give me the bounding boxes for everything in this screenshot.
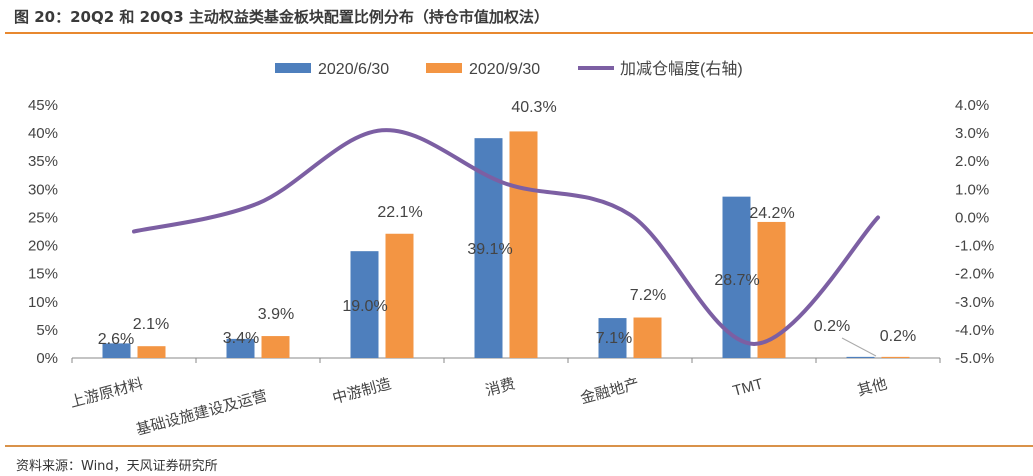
bar-2020q3: [261, 336, 290, 358]
bar-2020q2: [846, 356, 875, 358]
data-label-2020q3: 40.3%: [511, 99, 556, 116]
legend-label: 加减仓幅度(右轴): [620, 60, 743, 78]
category-label: 上游原材料: [68, 375, 145, 411]
data-label-2020q3: 7.2%: [630, 287, 666, 304]
data-label-2020q3: 2.1%: [133, 316, 169, 333]
chart: 0% 5% 10% 15% 20% 25% 30% 35% 40% 45% -5.0% -4.0% -3…: [28, 60, 994, 439]
left-axis-tick-label: 35%: [28, 153, 58, 170]
category-label: 金融地产: [579, 375, 641, 407]
category-label: 消费: [484, 375, 517, 399]
right-axis-tick-label: 3.0%: [955, 125, 989, 142]
data-label-2020q2: 28.7%: [714, 272, 759, 289]
bar-2020q3: [385, 233, 414, 358]
bar-2020q2: [226, 338, 255, 358]
right-axis-tick-label: -1.0%: [955, 238, 994, 255]
right-axis-tick-label: 4.0%: [955, 97, 989, 114]
legend-swatch: [275, 63, 311, 73]
left-axis-tick-label: 10%: [28, 294, 58, 311]
title-divider: [5, 32, 1033, 34]
bar-2020q3: [881, 356, 910, 358]
legend-label: 2020/6/30: [318, 61, 389, 78]
bar-2020q2: [350, 251, 379, 358]
data-label-2020q3: 22.1%: [377, 204, 422, 221]
category-label: 中游制造: [331, 375, 393, 407]
left-axis-tick-label: 15%: [28, 266, 58, 283]
data-label-2020q2: 0.2%: [814, 318, 850, 335]
data-label-2020q3: 0.2%: [880, 328, 916, 345]
legend-swatch: [426, 63, 462, 73]
right-axis-tick-label: -5.0%: [955, 350, 994, 367]
bar-2020q2: [102, 343, 131, 358]
right-axis-tick-label: -3.0%: [955, 294, 994, 311]
data-label-2020q3: 3.9%: [258, 306, 294, 323]
data-label-2020q2: 19.0%: [342, 298, 387, 315]
category-label: 其他: [856, 375, 889, 399]
source-note: 资料来源：Wind，天风证券研究所: [16, 459, 218, 474]
category-label: TMT: [731, 375, 765, 399]
right-axis-tick-label: -2.0%: [955, 266, 994, 283]
data-label-2020q2: 2.6%: [98, 331, 134, 348]
bar-2020q3: [137, 346, 166, 358]
bar-2020q2: [598, 318, 627, 358]
bar-2020q3: [509, 131, 538, 358]
left-axis-tick-label: 25%: [28, 209, 58, 226]
category-label: 基础设施建设及运营: [134, 387, 269, 438]
right-axis-tick-label: 0.0%: [955, 209, 989, 226]
source-divider: [5, 445, 1033, 447]
right-axis-tick-label: 1.0%: [955, 181, 989, 198]
left-axis-tick-label: 20%: [28, 238, 58, 255]
left-axis-tick-label: 0%: [36, 350, 58, 367]
data-label-leader-line: [841, 337, 877, 357]
left-axis-tick-label: 45%: [28, 97, 58, 114]
legend-label: 2020/9/30: [469, 61, 540, 78]
data-label-2020q2: 3.4%: [223, 330, 259, 347]
bar-2020q3: [633, 317, 662, 358]
data-label-2020q2: 39.1%: [467, 241, 512, 258]
line-position-change: [132, 128, 880, 346]
left-axis-tick-label: 5%: [36, 322, 58, 339]
left-axis-tick-label: 40%: [28, 125, 58, 142]
figure-title: 图 20：20Q2 和 20Q3 主动权益类基金板块配置比例分布（持仓市值加权法…: [14, 8, 549, 26]
left-axis-tick-label: 30%: [28, 181, 58, 198]
data-label-2020q3: 24.2%: [749, 205, 794, 222]
right-axis-tick-label: 2.0%: [955, 153, 989, 170]
data-label-2020q2: 7.1%: [596, 330, 632, 347]
right-axis-tick-label: -4.0%: [955, 322, 994, 339]
